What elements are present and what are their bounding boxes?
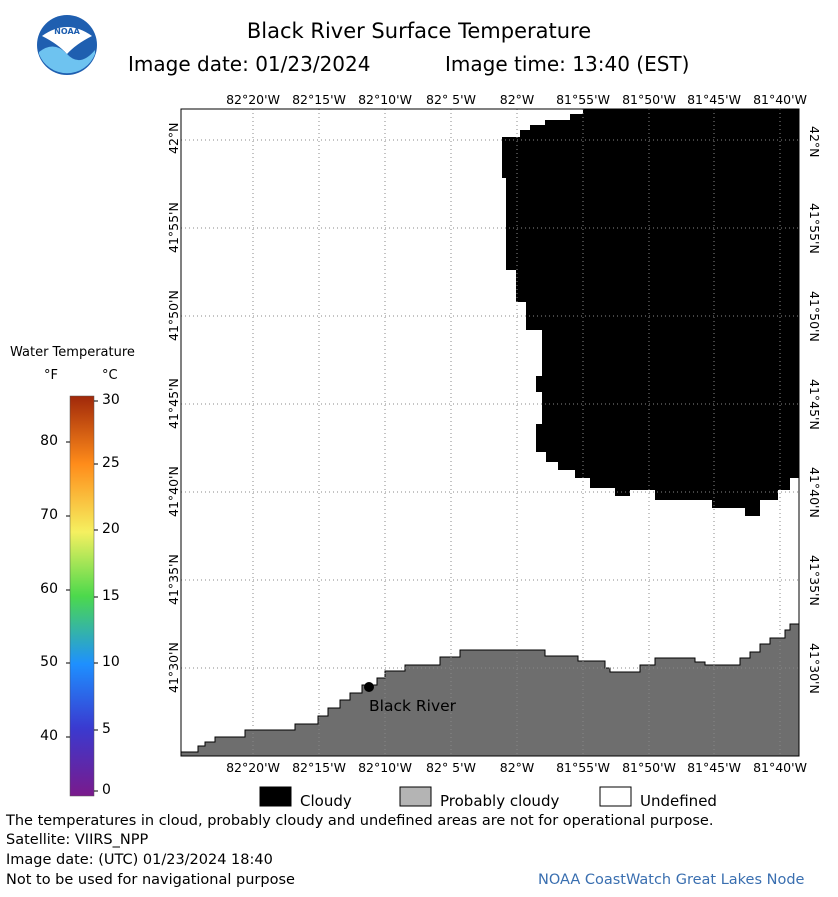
lon-label-bottom-6: 81°50'W <box>622 760 676 775</box>
lat-label-left-0: 42°N <box>166 122 181 155</box>
logo-text: NOAA <box>54 27 80 36</box>
temperature-color-bar <box>69 395 95 797</box>
lat-label-left-6: 41°30'N <box>166 642 181 694</box>
key-cloudy-label: Cloudy <box>300 792 352 810</box>
lon-label-top-3: 82° 5'W <box>426 92 476 107</box>
lon-label-top-2: 82°10'W <box>358 92 412 107</box>
legend-c-label-5: 5 <box>102 721 111 737</box>
legend-f-label-1: 70 <box>40 507 58 523</box>
legend-c-label-6: 0 <box>102 782 111 798</box>
lon-label-bottom-0: 82°20'W <box>226 760 280 775</box>
lon-label-bottom-4: 82°W <box>499 760 535 775</box>
lon-label-top-6: 81°50'W <box>622 92 676 107</box>
key-probably-cloudy-label: Probably cloudy <box>440 792 560 810</box>
lat-label-left-3: 41°45'N <box>166 378 181 430</box>
lat-label-right-3: 41°45'N <box>807 378 822 430</box>
legend-f-label-4: 40 <box>40 728 58 744</box>
lat-label-left-1: 41°55'N <box>166 202 181 254</box>
lat-label-left-4: 41°40'N <box>166 466 181 518</box>
lon-label-bottom-7: 81°45'W <box>687 760 741 775</box>
lat-label-right-2: 41°50'N <box>807 290 822 342</box>
lat-label-left-2: 41°50'N <box>166 290 181 342</box>
legend-title: Water Temperature <box>10 345 135 360</box>
lat-label-right-1: 41°55'N <box>807 202 822 254</box>
map-frame <box>180 108 800 757</box>
legend-f-label-2: 60 <box>40 581 58 597</box>
navigation-warning: Not to be used for navigational purpose <box>6 872 295 888</box>
lon-label-top-4: 82°W <box>499 92 535 107</box>
lon-label-bottom-1: 82°15'W <box>292 760 346 775</box>
lon-label-bottom-3: 82° 5'W <box>426 760 476 775</box>
legend-c-label-0: 30 <box>102 392 120 408</box>
land-area <box>180 623 800 757</box>
lon-label-top-7: 81°45'W <box>687 92 741 107</box>
lat-label-right-0: 42°N <box>807 125 822 158</box>
legend-f-label-3: 50 <box>40 654 58 670</box>
map-title: Black River Surface Temperature <box>246 19 592 43</box>
city-label-black-river: Black River <box>369 697 457 715</box>
lat-label-left-5: 41°35'N <box>166 554 181 606</box>
legend-c-label-3: 15 <box>102 588 120 604</box>
satellite-text: Satellite: VIIRS_NPP <box>6 832 149 848</box>
legend-c-label-4: 10 <box>102 654 120 670</box>
legend-f-label-0: 80 <box>40 433 58 449</box>
utc-date-text: Image date: (UTC) 01/23/2024 18:40 <box>6 852 273 868</box>
legend-unit-c: °C <box>102 368 118 383</box>
noaa-logo-icon: NOAA <box>37 15 97 75</box>
credit-text: NOAA CoastWatch Great Lakes Node <box>538 872 805 888</box>
image-time: Image time: 13:40 (EST) <box>445 52 690 76</box>
lon-label-top-8: 81°40'W <box>753 92 807 107</box>
lat-label-right-4: 41°40'N <box>807 466 822 518</box>
probably-cloudy-swatch <box>399 786 432 807</box>
key-undefined-label: Undefined <box>640 792 717 810</box>
legend-c-label-2: 20 <box>102 521 120 537</box>
undefined-swatch <box>599 786 632 807</box>
city-marker-black-river <box>364 682 374 692</box>
lon-label-top-5: 81°55'W <box>556 92 610 107</box>
lon-label-bottom-5: 81°55'W <box>556 760 610 775</box>
lat-label-right-5: 41°35'N <box>807 554 822 606</box>
lat-label-right-6: 41°30'N <box>807 642 822 694</box>
disclaimer-text: The temperatures in cloud, probably clou… <box>6 813 714 829</box>
legend-c-label-1: 25 <box>102 455 120 471</box>
lon-label-bottom-8: 81°40'W <box>753 760 807 775</box>
legend-unit-f: °F <box>44 368 58 383</box>
cloud-mass <box>502 109 799 516</box>
lon-label-top-0: 82°20'W <box>226 92 280 107</box>
lon-label-top-1: 82°15'W <box>292 92 346 107</box>
cloudy-swatch <box>259 786 292 807</box>
lon-label-bottom-2: 82°10'W <box>358 760 412 775</box>
image-date: Image date: 01/23/2024 <box>128 52 371 76</box>
